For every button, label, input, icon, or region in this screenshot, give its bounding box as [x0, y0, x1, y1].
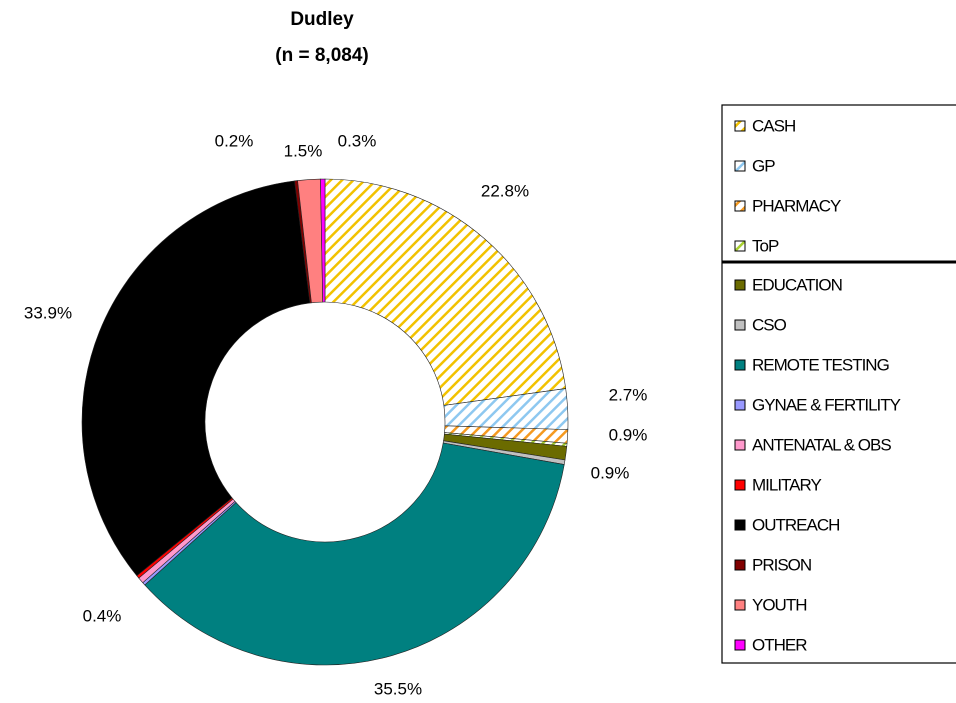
data-label: 1.5% [284, 141, 323, 160]
chart-title: Dudley [290, 9, 354, 30]
data-label: 2.7% [609, 385, 648, 404]
chart-subtitle: (n = 8,084) [275, 45, 368, 66]
legend-label: GP [752, 156, 775, 175]
legend-swatch [734, 359, 746, 371]
legend-label: OUTREACH [752, 515, 839, 534]
legend-swatch [734, 200, 746, 212]
legend-label: OTHER [752, 635, 807, 654]
donut-slice [320, 178, 326, 303]
legend-swatch [734, 160, 746, 172]
legend-label: GYNAE & FERTILITY [752, 395, 901, 414]
data-label: 0.9% [609, 425, 648, 444]
legend-label: CSO [752, 315, 787, 334]
legend-label: MILITARY [752, 475, 821, 494]
legend: CASH GP PHARMACY ToP EDUCATION CSO REMOTE TEST… [721, 104, 956, 664]
data-label: 35.5% [374, 679, 422, 698]
data-label: 0.4% [83, 606, 122, 625]
legend-swatch [734, 319, 746, 331]
data-label: 0.2% [215, 131, 254, 150]
legend-swatch [734, 120, 746, 132]
legend-label: YOUTH [752, 595, 807, 614]
legend-swatch [734, 639, 746, 651]
legend-swatch [734, 399, 746, 411]
legend-label: ToP [752, 236, 779, 255]
legend-label: CASH [752, 116, 795, 135]
data-label: 33.9% [24, 303, 72, 322]
legend-swatch [734, 479, 746, 491]
legend-label: EDUCATION [752, 275, 842, 294]
data-label: 0.9% [591, 463, 630, 482]
legend-swatch [734, 559, 746, 571]
legend-label: PHARMACY [752, 196, 841, 215]
legend-swatch [734, 599, 746, 611]
legend-swatch [734, 240, 746, 252]
data-label: 0.3% [338, 131, 377, 150]
donut-slice [144, 442, 565, 666]
legend-swatch [734, 519, 746, 531]
legend-box [721, 104, 956, 664]
legend-swatch [734, 279, 746, 291]
legend-swatch [734, 439, 746, 451]
legend-label: REMOTE TESTING [752, 355, 889, 374]
donut-slice [81, 180, 311, 577]
legend-label: ANTENATAL & OBS [752, 435, 891, 454]
legend-label: PRISON [752, 555, 811, 574]
data-label: 22.8% [481, 181, 529, 200]
donut-slice [324, 178, 567, 406]
